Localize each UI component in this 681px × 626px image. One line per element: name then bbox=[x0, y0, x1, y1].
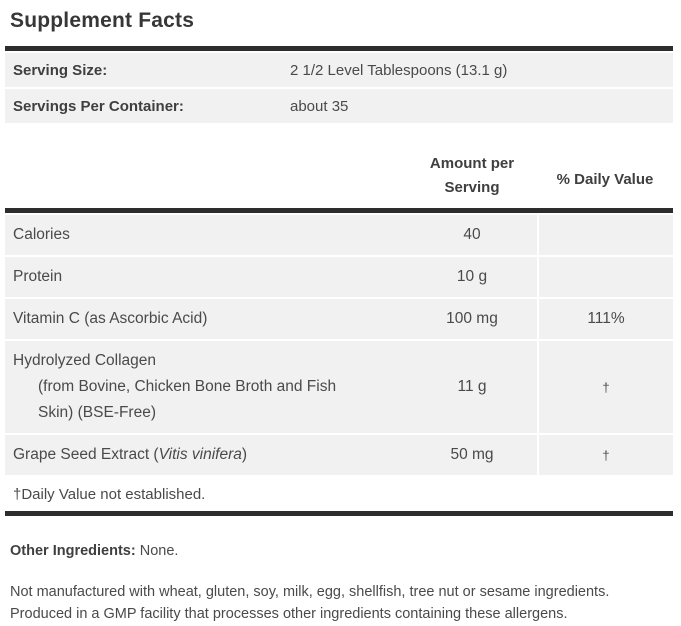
nutrient-amount: 50 mg bbox=[450, 446, 494, 463]
table-row-grape-seed-extract: Grape Seed Extract (Vitis vinifera) 50 m… bbox=[5, 435, 673, 475]
top-divider-bar bbox=[5, 46, 673, 51]
serving-size-label: Serving Size: bbox=[13, 61, 108, 79]
nutrient-daily-value: † bbox=[537, 435, 673, 475]
table-row-vitamin-c: Vitamin C (as Ascorbic Acid) 100 mg 111% bbox=[5, 299, 673, 339]
nutrient-amount: 40 bbox=[463, 226, 481, 243]
nutrient-name-prefix: Grape Seed Extract ( bbox=[13, 446, 159, 463]
nutrient-name-suffix: ) bbox=[241, 446, 248, 463]
supplement-facts-table: Serving Size: 2 1/2 Level Tablespoons (1… bbox=[5, 46, 673, 516]
servings-per-container-label: Servings Per Container: bbox=[13, 97, 184, 115]
nutrient-daily-value bbox=[537, 215, 673, 255]
nutrient-name-line3: Skin) (BSE-Free) bbox=[38, 404, 156, 421]
supplement-facts-panel: Supplement Facts Serving Size: 2 1/2 Lev… bbox=[5, 9, 673, 622]
other-ingredients-line: Other Ingredients: None. bbox=[10, 543, 671, 559]
nutrient-name: Grape Seed Extract (Vitis vinifera) bbox=[5, 435, 407, 475]
nutrient-daily-value: † bbox=[537, 341, 673, 433]
amount-header-line2: Serving bbox=[444, 179, 500, 196]
servings-per-container-row: Servings Per Container: about 35 bbox=[5, 89, 673, 123]
nutrient-name: Vitamin C (as Ascorbic Acid) bbox=[13, 310, 208, 327]
nutrient-name-line1: Grape Seed Extract (Vitis vinifera) bbox=[13, 442, 407, 468]
amount-header-line1: Amount per bbox=[429, 155, 515, 172]
serving-size-row: Serving Size: 2 1/2 Level Tablespoons (1… bbox=[5, 53, 673, 87]
dagger-symbol: † bbox=[602, 447, 610, 463]
page-title: Supplement Facts bbox=[10, 9, 195, 32]
amount-per-serving-header: Amount per Serving bbox=[407, 152, 537, 208]
dagger-symbol: † bbox=[602, 379, 610, 395]
nutrient-name-line2: (from Bovine, Chicken Bone Broth and Fis… bbox=[38, 378, 337, 395]
label-footer: Other Ingredients: None. Not manufacture… bbox=[10, 543, 671, 626]
header-divider-bar bbox=[5, 208, 673, 213]
nutrient-daily-value bbox=[537, 257, 673, 297]
nutrient-name: Calories bbox=[13, 226, 70, 243]
nutrient-amount: 10 g bbox=[456, 268, 488, 285]
other-ingredients-value: None. bbox=[135, 543, 179, 559]
nutrient-name: Hydrolyzed Collagen (from Bovine, Chicke… bbox=[5, 341, 407, 433]
table-row-calories: Calories 40 bbox=[5, 215, 673, 255]
nutrient-name-botanical: Vitis vinifera bbox=[158, 446, 242, 463]
servings-per-container-value: about 35 bbox=[290, 97, 349, 115]
daily-value-footnote: †Daily Value not established. bbox=[5, 477, 673, 511]
nutrient-daily-value: 111% bbox=[537, 299, 673, 339]
table-row-hydrolyzed-collagen: Hydrolyzed Collagen (from Bovine, Chicke… bbox=[5, 341, 673, 433]
nutrient-name: Protein bbox=[13, 268, 63, 285]
bottom-divider-bar bbox=[5, 511, 673, 516]
table-row-protein: Protein 10 g bbox=[5, 257, 673, 297]
nutrient-amount: 100 mg bbox=[446, 310, 498, 327]
serving-size-value: 2 1/2 Level Tablespoons (13.1 g) bbox=[290, 61, 508, 79]
column-header-row: Amount per Serving % Daily Value bbox=[5, 123, 673, 208]
nutrient-amount: 11 g bbox=[457, 378, 487, 395]
daily-value-header: % Daily Value bbox=[556, 171, 654, 188]
allergen-note: Not manufactured with wheat, gluten, soy… bbox=[10, 584, 610, 623]
other-ingredients-label: Other Ingredients: bbox=[10, 543, 136, 559]
nutrient-name-line1: Hydrolyzed Collagen bbox=[13, 352, 157, 369]
